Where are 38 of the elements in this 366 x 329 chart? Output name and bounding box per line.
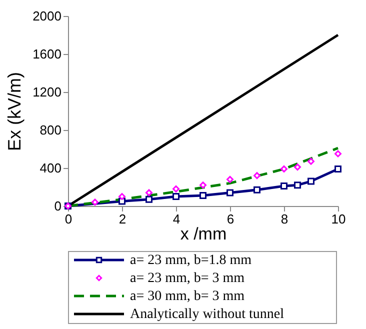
point [118, 193, 126, 200]
point [280, 182, 288, 190]
x-tick-label: 2 [118, 212, 126, 226]
point [92, 198, 98, 206]
legend-label: a= 23 mm, b= 3 mm [130, 271, 245, 286]
y-axis-title: Ex (kV/m) [4, 72, 25, 151]
y-tick-label: 800 [40, 122, 62, 138]
y-tick-label: 0 [54, 198, 62, 214]
point [226, 189, 234, 196]
point [254, 172, 260, 180]
x-tick-label: 6 [226, 212, 234, 226]
point [146, 196, 152, 203]
point [226, 176, 234, 183]
y-tick-label: 1200 [32, 84, 62, 100]
x-tick-label: 10 [331, 212, 346, 226]
point [294, 182, 301, 189]
legend-label: Analytically without tunnel [130, 307, 284, 322]
y-tick-label: 1600 [32, 46, 62, 62]
point [308, 178, 314, 185]
point [172, 185, 180, 192]
y-tick-label: 2000 [32, 8, 62, 24]
point [200, 192, 206, 200]
x-tick-label: 0 [64, 212, 72, 226]
point [334, 165, 342, 172]
y-tick-label: 400 [40, 160, 62, 176]
point [334, 150, 342, 158]
point [146, 189, 152, 196]
point [280, 165, 288, 172]
legend-label: a= 30 mm, b= 3 mm [130, 289, 245, 304]
point [254, 186, 260, 194]
point [200, 182, 206, 189]
x-axis-title: x /mm [180, 224, 227, 244]
legend-label: a= 23 mm, b=1.8 mm [130, 253, 252, 268]
x-tick-label: 8 [280, 212, 288, 226]
point [172, 193, 180, 200]
point [294, 164, 301, 171]
x-tick-label: 4 [172, 212, 180, 226]
point [308, 158, 314, 165]
